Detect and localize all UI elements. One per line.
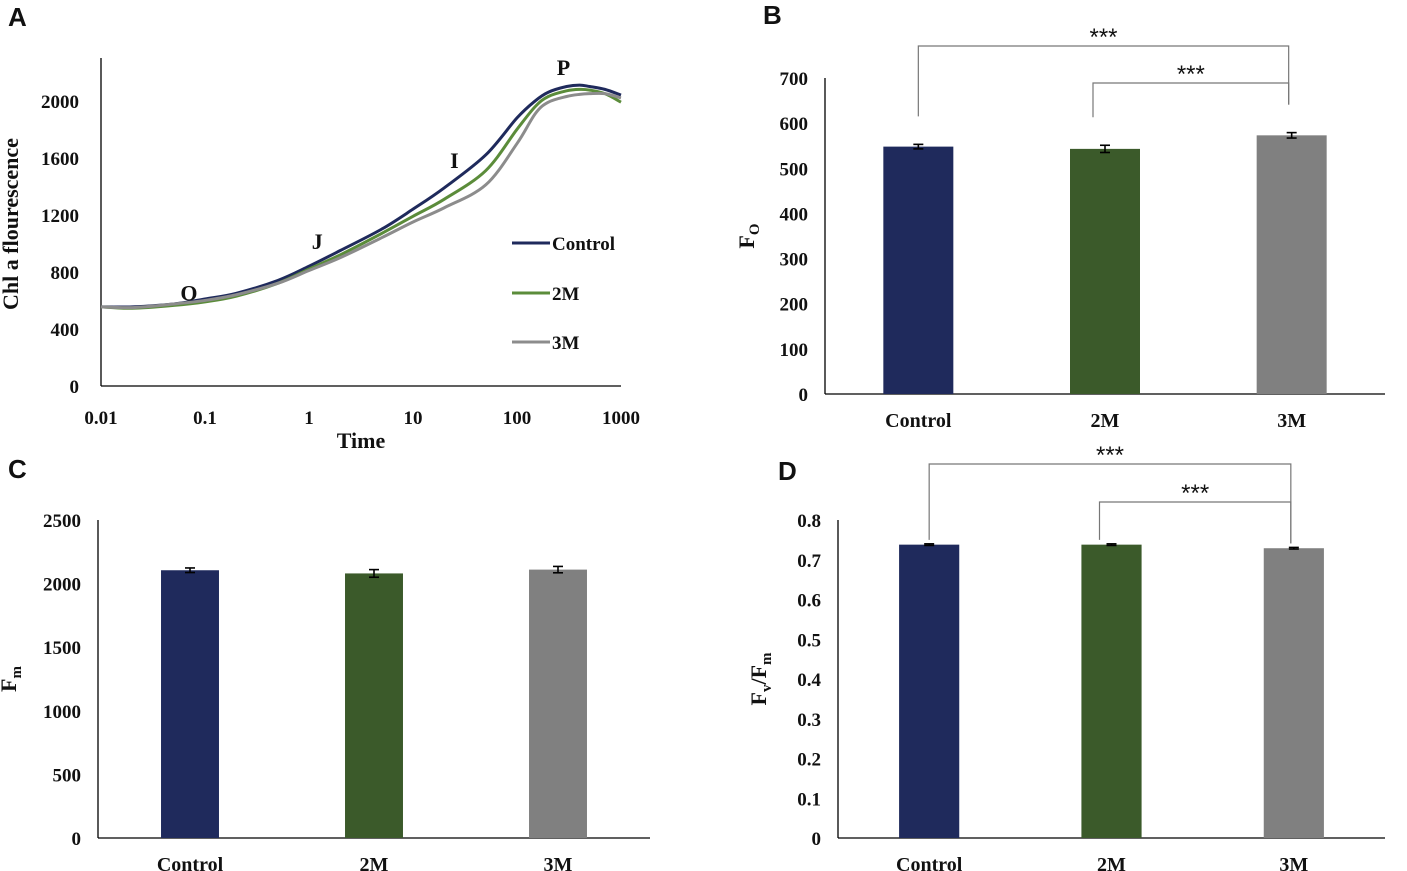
significance-stars: *** bbox=[1181, 480, 1209, 507]
panel-d-letter: D bbox=[778, 456, 797, 486]
series-line-3m bbox=[100, 91, 622, 310]
panel-a-xtick-label: 0.1 bbox=[193, 408, 217, 429]
bar-ytick-label: 400 bbox=[780, 204, 809, 225]
legend-label-2m: 2M bbox=[552, 284, 580, 305]
bar-ytick-label: 500 bbox=[780, 159, 809, 180]
bar-ytick-label: 0 bbox=[72, 829, 82, 850]
bar-ytick-label: 2000 bbox=[43, 575, 81, 596]
bar-ytick-label: 600 bbox=[780, 114, 809, 135]
axis-title-subscript: v bbox=[759, 684, 775, 692]
axis-title-part: F bbox=[0, 679, 21, 692]
significance-bracket bbox=[1092, 82, 1290, 118]
bar-2m bbox=[345, 573, 403, 838]
category-label-3m: 3M bbox=[1277, 410, 1306, 432]
panel-a-xtick-label: 1 bbox=[304, 408, 314, 429]
bar-ytick-label: 1500 bbox=[43, 638, 81, 659]
panel-a-ytick-label: 400 bbox=[51, 320, 80, 341]
series-line-2m bbox=[100, 87, 622, 310]
bar-ytick-label: 300 bbox=[780, 250, 809, 271]
category-label-control: Control bbox=[157, 854, 224, 871]
bar-ytick-label: 500 bbox=[53, 765, 82, 786]
bar-y-title: Fv/Fm bbox=[746, 652, 775, 706]
bar-3m bbox=[1256, 135, 1327, 394]
bar-ytick-label: 0 bbox=[812, 829, 822, 850]
axis-title-subscript: m bbox=[759, 652, 775, 665]
legend-label-control: Control bbox=[552, 234, 615, 255]
category-label-2m: 2M bbox=[360, 854, 389, 871]
bar-ytick-label: 200 bbox=[780, 295, 809, 316]
bar-ytick-label: 0.3 bbox=[797, 710, 821, 731]
annotation-i: I bbox=[450, 148, 459, 173]
significance-stars: *** bbox=[1089, 24, 1117, 51]
axis-title-subscript: m bbox=[9, 666, 25, 679]
bar-ytick-label: 0.5 bbox=[797, 630, 821, 651]
bar-ytick-label: 0.4 bbox=[797, 670, 821, 691]
panel-a-ytick-label: 0 bbox=[70, 377, 80, 398]
bar-ytick-label: 100 bbox=[780, 340, 809, 361]
panel-a-ytick-label: 800 bbox=[51, 263, 80, 284]
bar-ytick-label: 0.2 bbox=[797, 750, 821, 771]
bar-y-title: FO bbox=[734, 223, 763, 248]
panel-c-letter: C bbox=[8, 454, 27, 484]
bar-ytick-label: 2500 bbox=[43, 511, 81, 532]
bar-ytick-label: 0.6 bbox=[797, 591, 821, 612]
category-label-2m: 2M bbox=[1091, 410, 1120, 432]
panel-a-xtick-label: 100 bbox=[503, 408, 532, 429]
significance-bracket bbox=[917, 45, 1290, 117]
significance-bracket bbox=[1098, 501, 1292, 544]
category-label-control: Control bbox=[885, 410, 952, 432]
bar-control bbox=[883, 146, 954, 394]
annotation-j: J bbox=[312, 229, 323, 254]
series-line-control bbox=[100, 83, 622, 309]
bar-ytick-label: 1000 bbox=[43, 702, 81, 723]
panel-a-xtick-label: 10 bbox=[404, 408, 423, 429]
panel-a-xtick-label: 0.01 bbox=[84, 408, 117, 429]
panel-a-ytick-label: 1200 bbox=[41, 206, 79, 227]
panel-a-ytick-label: 2000 bbox=[41, 92, 79, 113]
bar-3m bbox=[529, 569, 587, 838]
legend-label-3m: 3M bbox=[552, 333, 580, 354]
panel-a-ytick-label: 1600 bbox=[41, 149, 79, 170]
bar-control bbox=[899, 544, 960, 838]
significance-stars: *** bbox=[1177, 61, 1205, 88]
panel-a-y-title: Chl a flourescence bbox=[0, 138, 23, 310]
bar-3m bbox=[1263, 548, 1324, 838]
panel-a-letter: A bbox=[8, 2, 27, 32]
bar-ytick-label: 0.7 bbox=[797, 551, 821, 572]
axis-title-part: F bbox=[734, 235, 759, 248]
axis-title-subscript: O bbox=[747, 223, 763, 235]
bar-ytick-label: 0.1 bbox=[797, 789, 821, 810]
axis-title-part: /F bbox=[746, 665, 771, 686]
category-label-control: Control bbox=[896, 854, 963, 871]
panel-c: C 0 500 1000 1500 2000 2500 Control 2M 3M Fm bbox=[0, 454, 650, 871]
bar-ytick-label: 700 bbox=[780, 69, 809, 90]
panel-a-xtick-label: 1000 bbox=[602, 408, 640, 429]
panel-b-letter: B bbox=[763, 0, 782, 30]
bar-control bbox=[161, 570, 219, 838]
category-label-3m: 3M bbox=[1279, 854, 1308, 871]
panel-d: D 0 0.1 0.2 0.3 0.4 0.5 0.6 0.7 0.8 Control 2M 3M Fv/… bbox=[746, 442, 1385, 871]
annotation-o: O bbox=[180, 280, 197, 305]
bar-2m bbox=[1070, 148, 1140, 394]
panel-b: B 0 100 200 300 400 500 600 700 Control 2M 3M FO *** *… bbox=[734, 0, 1385, 432]
significance-bracket bbox=[928, 463, 1292, 544]
category-label-2m: 2M bbox=[1097, 854, 1126, 871]
bar-2m bbox=[1081, 544, 1142, 838]
bar-y-title: Fm bbox=[0, 666, 25, 692]
panel-a-x-title: Time bbox=[337, 428, 386, 453]
panel-a: A 0 400 800 1200 1600 2000 0.01 0.1 1 10 100 1000 Tim… bbox=[0, 2, 640, 453]
significance-stars: *** bbox=[1096, 442, 1124, 469]
bar-ytick-label: 0 bbox=[799, 385, 809, 406]
category-label-3m: 3M bbox=[544, 854, 573, 871]
axis-title-part: F bbox=[746, 692, 771, 705]
bar-ytick-label: 0.8 bbox=[797, 511, 821, 532]
annotation-p: P bbox=[557, 55, 570, 80]
